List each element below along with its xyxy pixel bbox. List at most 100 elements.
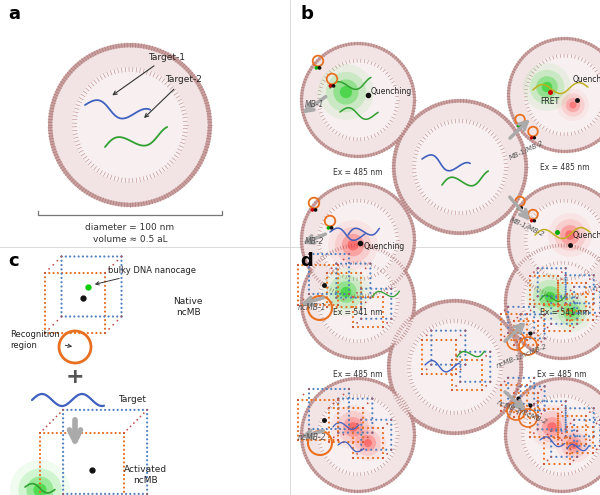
Circle shape bbox=[297, 277, 299, 279]
Circle shape bbox=[371, 398, 373, 399]
Circle shape bbox=[104, 272, 106, 274]
Circle shape bbox=[123, 461, 125, 463]
Circle shape bbox=[583, 435, 586, 438]
Circle shape bbox=[599, 440, 600, 442]
Circle shape bbox=[542, 82, 552, 92]
Circle shape bbox=[507, 332, 509, 334]
Circle shape bbox=[548, 213, 592, 257]
Circle shape bbox=[390, 419, 392, 421]
Circle shape bbox=[539, 337, 541, 340]
Circle shape bbox=[585, 291, 587, 294]
Circle shape bbox=[125, 493, 127, 495]
Circle shape bbox=[308, 253, 310, 255]
Circle shape bbox=[430, 335, 433, 337]
Circle shape bbox=[577, 319, 578, 321]
Circle shape bbox=[529, 408, 531, 410]
Circle shape bbox=[566, 308, 568, 311]
Circle shape bbox=[464, 335, 466, 337]
Circle shape bbox=[450, 339, 452, 341]
Circle shape bbox=[489, 350, 491, 353]
Circle shape bbox=[91, 332, 93, 334]
Circle shape bbox=[533, 306, 535, 308]
Circle shape bbox=[61, 302, 62, 305]
Circle shape bbox=[39, 465, 41, 468]
Circle shape bbox=[297, 295, 299, 297]
Circle shape bbox=[335, 262, 337, 265]
Circle shape bbox=[512, 332, 514, 334]
Circle shape bbox=[337, 291, 339, 293]
Text: Quenching: Quenching bbox=[573, 231, 600, 240]
Circle shape bbox=[456, 389, 458, 391]
Circle shape bbox=[544, 337, 545, 340]
Circle shape bbox=[554, 219, 586, 251]
Circle shape bbox=[479, 381, 481, 383]
Circle shape bbox=[593, 302, 595, 304]
Circle shape bbox=[337, 426, 339, 428]
Circle shape bbox=[537, 344, 539, 346]
Circle shape bbox=[112, 493, 115, 495]
Circle shape bbox=[507, 377, 509, 379]
Circle shape bbox=[561, 439, 563, 441]
Circle shape bbox=[455, 363, 457, 366]
Circle shape bbox=[565, 302, 567, 304]
Circle shape bbox=[348, 428, 350, 430]
Circle shape bbox=[362, 441, 364, 443]
Circle shape bbox=[297, 421, 299, 423]
Circle shape bbox=[450, 373, 452, 375]
Circle shape bbox=[592, 442, 594, 444]
Circle shape bbox=[524, 264, 600, 340]
Circle shape bbox=[555, 428, 557, 430]
Circle shape bbox=[314, 399, 317, 401]
Circle shape bbox=[533, 377, 535, 379]
Circle shape bbox=[328, 436, 330, 438]
Circle shape bbox=[44, 272, 46, 274]
Circle shape bbox=[588, 435, 590, 438]
Circle shape bbox=[360, 448, 362, 451]
Circle shape bbox=[585, 287, 587, 289]
Circle shape bbox=[364, 297, 367, 298]
Circle shape bbox=[352, 326, 354, 328]
Circle shape bbox=[580, 415, 583, 417]
Circle shape bbox=[365, 448, 367, 451]
Circle shape bbox=[369, 272, 371, 274]
Circle shape bbox=[553, 330, 556, 332]
Circle shape bbox=[455, 353, 457, 355]
Circle shape bbox=[357, 407, 359, 409]
Circle shape bbox=[557, 282, 559, 284]
Circle shape bbox=[543, 330, 545, 332]
Circle shape bbox=[391, 419, 392, 421]
Circle shape bbox=[548, 436, 550, 438]
Circle shape bbox=[593, 412, 595, 414]
Circle shape bbox=[459, 381, 461, 383]
Circle shape bbox=[329, 226, 334, 230]
Circle shape bbox=[564, 437, 566, 439]
Circle shape bbox=[337, 412, 340, 414]
Circle shape bbox=[337, 264, 339, 266]
Circle shape bbox=[566, 323, 568, 325]
Circle shape bbox=[108, 409, 110, 411]
Circle shape bbox=[578, 286, 580, 288]
Circle shape bbox=[507, 382, 509, 384]
Circle shape bbox=[526, 339, 528, 341]
Circle shape bbox=[390, 288, 392, 290]
Circle shape bbox=[382, 296, 384, 298]
Circle shape bbox=[52, 432, 53, 434]
Circle shape bbox=[367, 397, 368, 400]
Circle shape bbox=[348, 388, 350, 390]
Circle shape bbox=[123, 482, 125, 485]
Circle shape bbox=[431, 339, 433, 341]
Circle shape bbox=[573, 419, 575, 421]
Circle shape bbox=[335, 281, 357, 303]
Circle shape bbox=[529, 294, 531, 296]
Circle shape bbox=[430, 364, 432, 365]
Circle shape bbox=[526, 323, 528, 326]
Circle shape bbox=[367, 432, 368, 434]
Circle shape bbox=[123, 457, 125, 459]
Circle shape bbox=[308, 410, 310, 412]
Circle shape bbox=[337, 397, 340, 400]
Circle shape bbox=[335, 263, 337, 264]
Circle shape bbox=[146, 426, 148, 428]
Circle shape bbox=[533, 332, 535, 334]
Circle shape bbox=[360, 444, 362, 446]
Circle shape bbox=[585, 310, 587, 312]
